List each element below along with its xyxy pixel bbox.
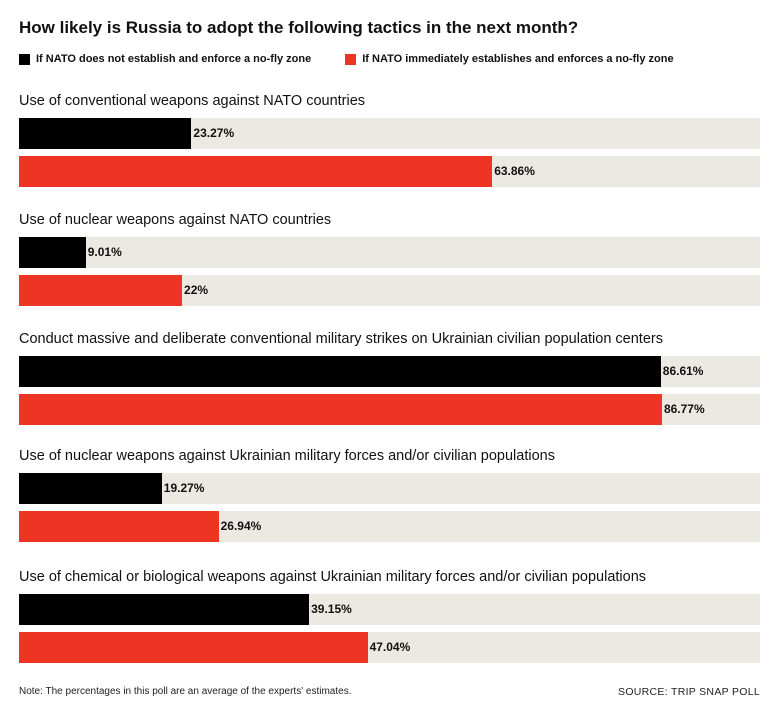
category-label: Use of nuclear weapons against NATO coun… bbox=[19, 212, 332, 228]
chart-title: How likely is Russia to adopt the follow… bbox=[19, 18, 579, 37]
data-label: 26.94% bbox=[220, 519, 262, 533]
chart-note: Note: The percentages in this poll are a… bbox=[19, 686, 352, 697]
bar-no-nofly bbox=[19, 356, 661, 387]
bar-no-nofly bbox=[19, 118, 192, 149]
bar-no-nofly bbox=[19, 594, 310, 625]
bar-track: 39.15% bbox=[19, 594, 760, 625]
bar-track: 47.04% bbox=[19, 632, 760, 663]
category-label: Conduct massive and deliberate conventio… bbox=[19, 331, 663, 347]
legend-swatch-no-nofly bbox=[19, 53, 30, 65]
legend-label-no-nofly: If NATO does not establish and enforce a… bbox=[36, 53, 312, 65]
bar-track: 19.27% bbox=[19, 473, 760, 504]
bar-nofly bbox=[19, 156, 493, 187]
bar-track: 23.27% bbox=[19, 118, 760, 149]
bar-no-nofly bbox=[19, 473, 162, 504]
legend-swatch-nofly bbox=[345, 53, 357, 65]
data-label: 23.27% bbox=[193, 126, 235, 140]
data-label: 86.61% bbox=[662, 364, 704, 378]
bar-track: 63.86% bbox=[19, 156, 760, 187]
bar-track: 86.77% bbox=[19, 394, 760, 425]
data-label: 47.04% bbox=[369, 640, 411, 654]
bar-track: 86.61% bbox=[19, 356, 760, 387]
category-label: Use of conventional weapons against NATO… bbox=[19, 93, 366, 109]
chart-source: SOURCE: TRIP SNAP POLL bbox=[618, 686, 760, 698]
legend: If NATO does not establish and enforce a… bbox=[19, 53, 708, 65]
bar-nofly bbox=[19, 394, 662, 425]
category-label: Use of nuclear weapons against Ukrainian… bbox=[19, 448, 555, 464]
data-label: 19.27% bbox=[163, 481, 205, 495]
data-label: 39.15% bbox=[311, 602, 352, 616]
data-label: 22% bbox=[184, 283, 209, 297]
bar-no-nofly bbox=[19, 237, 86, 268]
bar-track: 26.94% bbox=[19, 511, 760, 542]
bar-track: 22% bbox=[19, 275, 760, 306]
bar-nofly bbox=[19, 632, 368, 663]
bar-nofly bbox=[19, 275, 183, 306]
category-label: Use of chemical or biological weapons ag… bbox=[19, 569, 647, 585]
data-label: 63.86% bbox=[494, 164, 535, 178]
bar-nofly bbox=[19, 511, 219, 542]
data-label: 86.77% bbox=[663, 402, 705, 416]
bar-track: 9.01% bbox=[19, 237, 760, 268]
data-label: 9.01% bbox=[87, 245, 122, 259]
legend-label-nofly: If NATO immediately establishes and enfo… bbox=[362, 53, 674, 65]
